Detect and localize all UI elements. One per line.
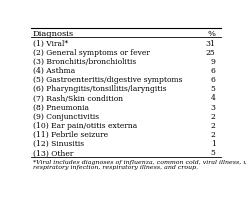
Text: 9: 9 [211, 58, 216, 65]
Text: (3) Bronchitis/bronchiolitis: (3) Bronchitis/bronchiolitis [33, 58, 136, 65]
Text: 5: 5 [211, 85, 216, 93]
Text: (4) Asthma: (4) Asthma [33, 67, 75, 75]
Text: (10) Ear pain/otitis externa: (10) Ear pain/otitis externa [33, 121, 137, 129]
Text: 1: 1 [211, 140, 216, 147]
Text: (7) Rash/Skin condition: (7) Rash/Skin condition [33, 94, 123, 102]
Text: *Viral includes diagnoses of influenza, common cold, viral illness, upper
respir: *Viral includes diagnoses of influenza, … [33, 159, 246, 170]
Text: 3: 3 [211, 103, 216, 111]
Text: (9) Conjunctivitis: (9) Conjunctivitis [33, 112, 99, 120]
Text: (8) Pneumonia: (8) Pneumonia [33, 103, 89, 111]
Text: (5) Gastroenteritis/digestive symptoms: (5) Gastroenteritis/digestive symptoms [33, 76, 182, 84]
Text: (2) General symptoms or fever: (2) General symptoms or fever [33, 48, 150, 56]
Text: Diagnosis: Diagnosis [33, 30, 74, 38]
Text: 2: 2 [211, 130, 216, 138]
Text: 2: 2 [211, 121, 216, 129]
Text: 4: 4 [211, 94, 216, 102]
Text: (6) Pharyngitis/tonsillitis/laryngitis: (6) Pharyngitis/tonsillitis/laryngitis [33, 85, 166, 93]
Text: 6: 6 [211, 76, 216, 84]
Text: 2: 2 [211, 112, 216, 120]
Text: (12) Sinusitis: (12) Sinusitis [33, 140, 84, 147]
Text: (1) Viral*: (1) Viral* [33, 39, 68, 47]
Text: 25: 25 [206, 48, 216, 56]
Text: 6: 6 [211, 67, 216, 75]
Text: (11) Febrile seizure: (11) Febrile seizure [33, 130, 108, 138]
Text: (13) Other: (13) Other [33, 149, 73, 157]
Text: %: % [208, 30, 216, 38]
Text: 31: 31 [206, 39, 216, 47]
Text: 5: 5 [211, 149, 216, 157]
